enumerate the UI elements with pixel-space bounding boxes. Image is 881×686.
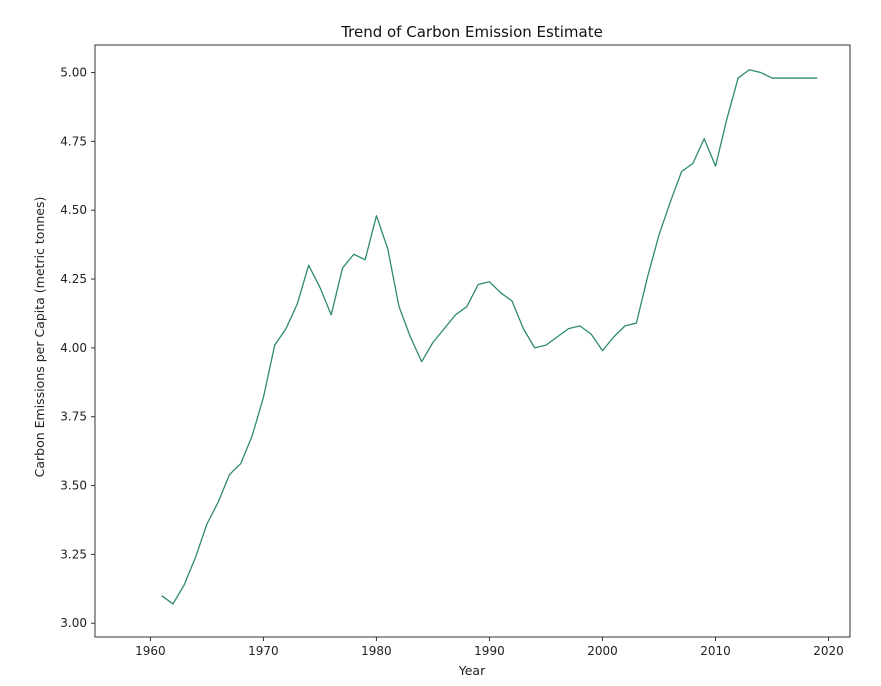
x-axis-label: Year: [458, 663, 486, 678]
y-tick-label: 4.00: [60, 341, 87, 355]
y-tick-label: 3.25: [60, 547, 87, 561]
y-tick-label: 4.75: [60, 134, 87, 148]
plot-frame: [94, 44, 851, 638]
y-tick-label: 3.00: [60, 616, 87, 630]
y-tick-label: 3.50: [60, 479, 87, 493]
plot-area: [94, 44, 851, 638]
series-line: [161, 69, 818, 605]
x-tick-label: 1960: [135, 644, 166, 658]
x-tick-label: 2010: [700, 644, 731, 658]
y-tick-label: 4.25: [60, 272, 87, 286]
chart-title: Trend of Carbon Emission Estimate: [340, 23, 603, 41]
x-tick-label: 2020: [813, 644, 844, 658]
x-tick-label: 1990: [474, 644, 505, 658]
x-tick-label: 1970: [248, 644, 279, 658]
x-tick-label: 2000: [587, 644, 618, 658]
y-tick-label: 5.00: [60, 66, 87, 80]
y-tick-label: 4.50: [60, 203, 87, 217]
y-tick-label: 3.75: [60, 410, 87, 424]
y-axis-label: Carbon Emissions per Capita (metric tonn…: [32, 197, 47, 478]
x-axis: 1960 1970 1980 1990 2000 2010 2020: [135, 637, 844, 658]
y-axis: 3.00 3.25 3.50 3.75 4.00 4.25 4.50 4.75 5.00: [60, 66, 95, 630]
x-tick-label: 1980: [361, 644, 392, 658]
